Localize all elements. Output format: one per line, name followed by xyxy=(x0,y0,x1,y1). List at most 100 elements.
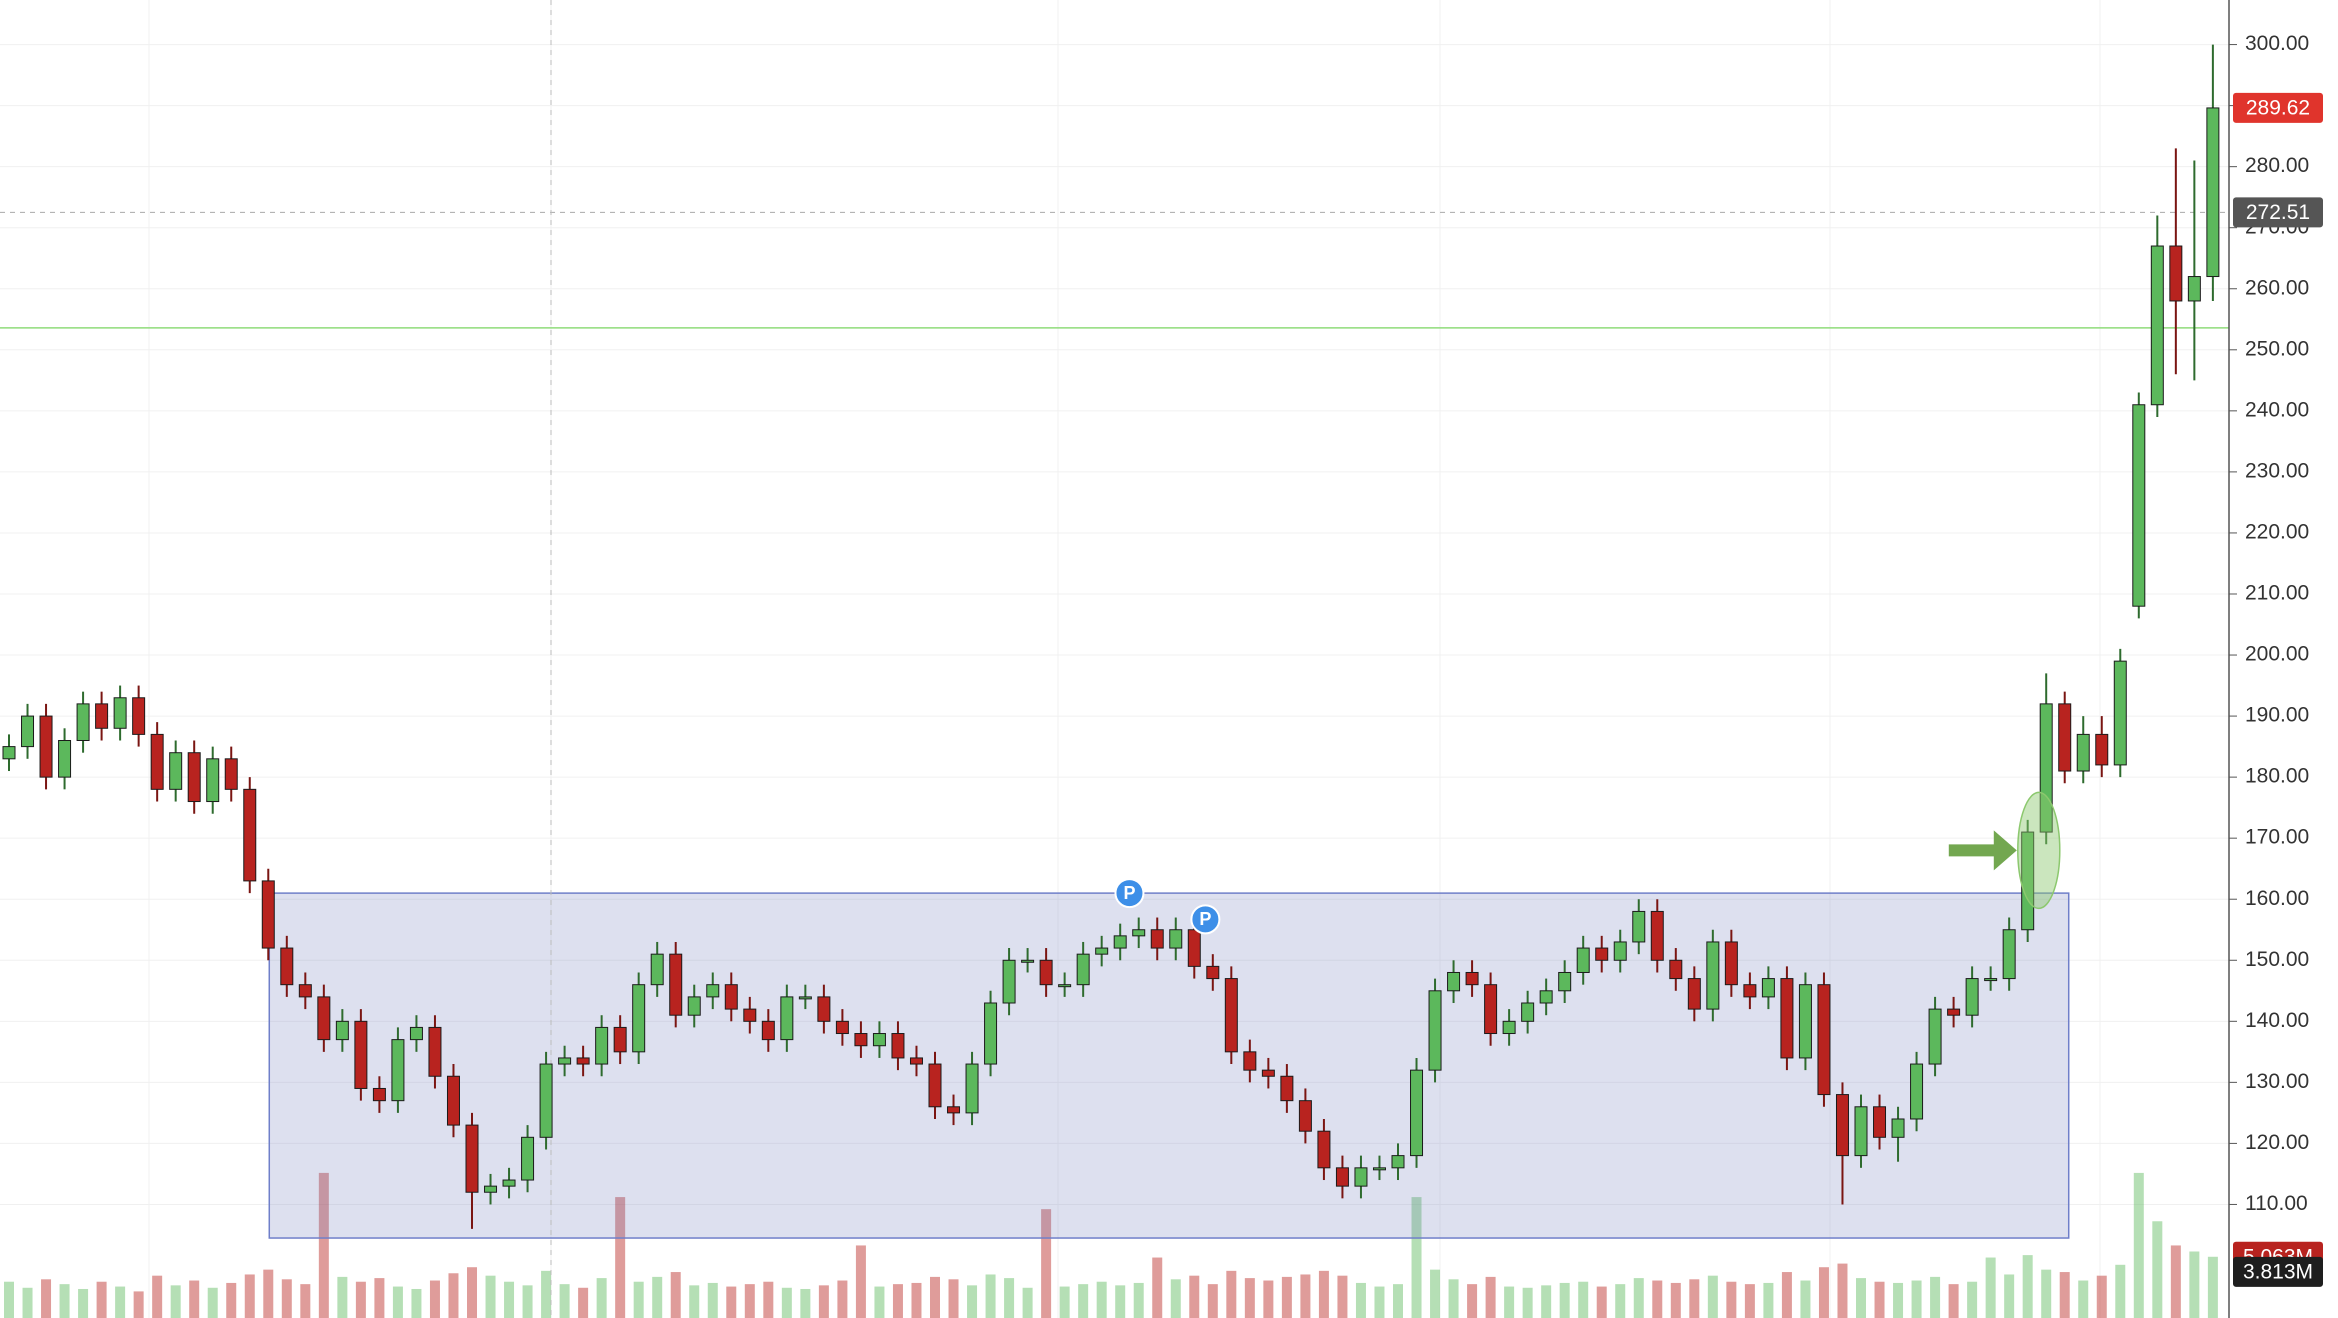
volume-bar xyxy=(263,1269,274,1318)
volume-bar xyxy=(1004,1278,1015,1318)
candle-body xyxy=(743,1008,757,1022)
volume-bar xyxy=(1893,1282,1904,1318)
volume-bar xyxy=(337,1276,348,1318)
candle-body xyxy=(2169,245,2183,302)
candle-body xyxy=(1910,1063,1924,1120)
volume-bar xyxy=(1430,1269,1441,1318)
candle-body xyxy=(1502,1020,1516,1035)
y-tick-label: 280.00 xyxy=(2245,154,2309,177)
candle-body xyxy=(576,1057,590,1065)
candle-body xyxy=(317,996,331,1041)
candle-body xyxy=(1669,959,1683,980)
volume-bar xyxy=(2207,1256,2218,1318)
volume-bar xyxy=(133,1291,144,1318)
candle-body xyxy=(521,1136,535,1181)
candle-body xyxy=(224,758,238,790)
volume-bar xyxy=(522,1285,533,1318)
candle-body xyxy=(335,1020,349,1041)
volume-bar xyxy=(1355,1282,1366,1318)
volume-bar xyxy=(1504,1286,1515,1318)
candle-body xyxy=(1576,947,1590,973)
candle-body xyxy=(1706,941,1720,1010)
volume-bar xyxy=(96,1281,107,1318)
candle-body xyxy=(1947,1008,1961,1016)
volume-bar xyxy=(2152,1221,2163,1318)
volume-bar xyxy=(448,1273,459,1318)
volume-bar xyxy=(374,1278,385,1318)
volume-bar xyxy=(2115,1264,2126,1318)
candle-body xyxy=(169,752,183,790)
candle-body xyxy=(1984,978,1998,982)
candle-body xyxy=(965,1063,979,1114)
volume-bar xyxy=(281,1279,292,1318)
candle-body xyxy=(835,1020,849,1035)
candle-body xyxy=(187,752,201,803)
y-tick-label: 230.00 xyxy=(2245,459,2309,482)
volume-bar xyxy=(1930,1276,1941,1318)
y-tick-label: 150.00 xyxy=(2245,948,2309,971)
volume-bar xyxy=(1948,1284,1959,1318)
candle-body xyxy=(1335,1167,1349,1187)
volume-bar xyxy=(1189,1275,1200,1318)
volume-bar xyxy=(1152,1257,1163,1318)
vertical-grid xyxy=(148,0,2101,1318)
volume-bar xyxy=(707,1282,718,1318)
candle-body xyxy=(1873,1106,1887,1138)
volume-bar xyxy=(1170,1279,1181,1318)
volume-bar xyxy=(781,1287,792,1318)
candle-body xyxy=(1780,978,1794,1059)
volume-bar xyxy=(726,1286,737,1318)
y-tick-label: 110.00 xyxy=(2245,1192,2308,1215)
volume-bar xyxy=(1244,1278,1255,1318)
candle-body xyxy=(428,1026,442,1077)
volume-bar xyxy=(744,1284,755,1318)
volume-bar xyxy=(874,1286,885,1318)
volume-bar xyxy=(59,1284,70,1318)
candle-body xyxy=(484,1185,498,1193)
volume-bar xyxy=(1744,1284,1755,1318)
y-tick-label: 260.00 xyxy=(2245,276,2309,299)
candle-body xyxy=(2150,245,2164,406)
candle-body xyxy=(1039,959,1053,986)
candle-body xyxy=(2058,703,2072,772)
candle-body xyxy=(1798,984,1812,1059)
y-tick-label: 240.00 xyxy=(2245,398,2309,421)
volume-bar xyxy=(2022,1255,2033,1318)
y-tick-label: 190.00 xyxy=(2245,704,2309,727)
candle-body xyxy=(132,697,146,735)
volume-bar xyxy=(1318,1270,1329,1318)
volume-bar xyxy=(1985,1257,1996,1318)
volume-bar xyxy=(392,1286,403,1318)
volume-bar xyxy=(689,1285,700,1318)
price-tag xyxy=(2233,92,2323,123)
candle-body xyxy=(1021,959,1035,963)
candle-body xyxy=(39,715,53,778)
volume-bar xyxy=(967,1285,978,1318)
candle-body xyxy=(1447,971,1461,992)
candle-body xyxy=(539,1063,553,1138)
candle-body xyxy=(928,1063,942,1108)
candle-body xyxy=(1317,1130,1331,1169)
volume-bar xyxy=(541,1270,552,1318)
volume-bar xyxy=(892,1284,903,1318)
breakout-arrow xyxy=(1948,830,2017,871)
candle-body xyxy=(21,715,35,748)
volume-bar xyxy=(652,1276,663,1318)
y-tick-label: 180.00 xyxy=(2245,765,2309,788)
candle-body xyxy=(206,758,220,803)
volume-bar xyxy=(1337,1275,1348,1318)
candle-body xyxy=(2,746,16,760)
candle-body xyxy=(409,1026,423,1041)
candle-body xyxy=(113,697,127,729)
candle-body xyxy=(1484,984,1498,1035)
volume-bar xyxy=(115,1286,126,1318)
candle-body xyxy=(150,733,164,790)
volume-bar xyxy=(615,1197,626,1318)
candle-body xyxy=(1965,978,1979,1016)
candle-body xyxy=(354,1020,368,1089)
candle-body xyxy=(891,1033,905,1059)
volume-bar xyxy=(411,1288,422,1318)
volume-bar xyxy=(1670,1282,1681,1318)
